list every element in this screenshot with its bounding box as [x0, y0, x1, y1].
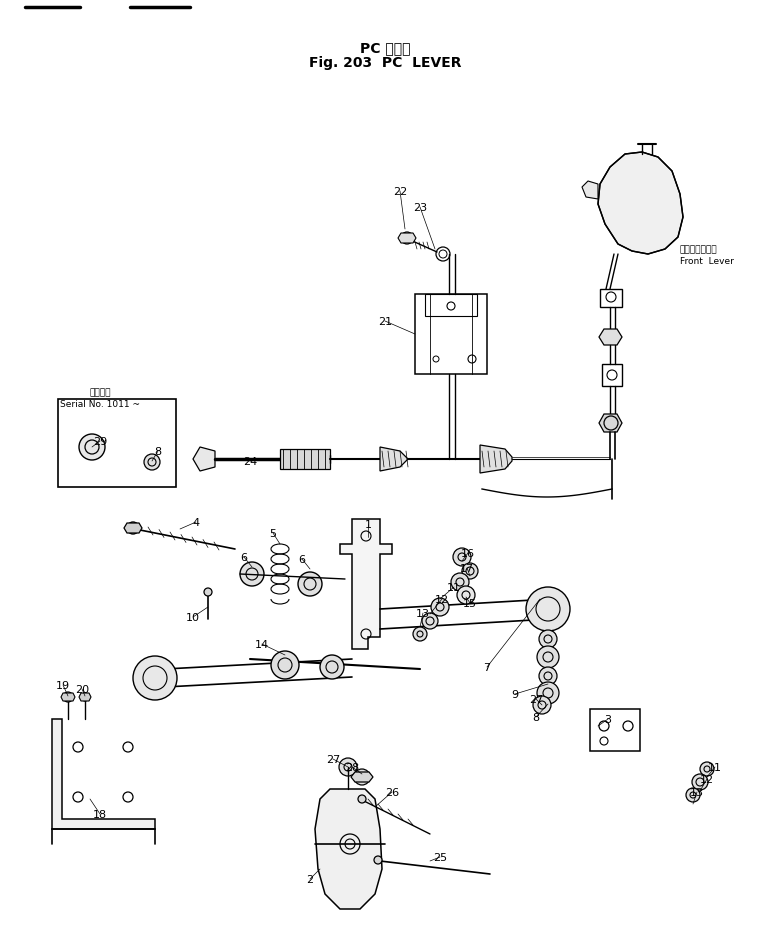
Text: 6: 6 — [299, 554, 306, 564]
Text: Fig. 203  PC  LEVER: Fig. 203 PC LEVER — [309, 56, 461, 70]
Text: 29: 29 — [93, 436, 107, 446]
Circle shape — [127, 522, 139, 534]
Polygon shape — [340, 519, 392, 650]
Text: 12: 12 — [700, 774, 714, 784]
Circle shape — [413, 627, 427, 641]
Text: 15: 15 — [463, 598, 477, 608]
Text: 22: 22 — [393, 187, 407, 197]
Text: 5: 5 — [270, 529, 276, 538]
Circle shape — [63, 693, 73, 702]
Circle shape — [526, 588, 570, 631]
Polygon shape — [380, 447, 408, 472]
Circle shape — [354, 769, 370, 785]
Polygon shape — [582, 182, 598, 199]
Bar — [602, 365, 622, 387]
Text: 8: 8 — [155, 446, 162, 457]
Circle shape — [339, 758, 357, 776]
Polygon shape — [398, 234, 416, 243]
Circle shape — [692, 774, 708, 790]
Text: 20: 20 — [75, 684, 89, 695]
Text: 16: 16 — [461, 548, 475, 559]
Text: 27: 27 — [529, 695, 543, 704]
Text: 4: 4 — [192, 518, 199, 528]
Text: 12: 12 — [435, 594, 449, 605]
Text: 21: 21 — [378, 316, 392, 327]
Polygon shape — [79, 694, 91, 701]
Bar — [590, 709, 640, 752]
Text: 7: 7 — [484, 663, 490, 672]
Text: 28: 28 — [345, 762, 359, 772]
Circle shape — [700, 762, 714, 776]
Circle shape — [144, 455, 160, 471]
Text: フロントレバー: フロントレバー — [680, 245, 718, 255]
Circle shape — [539, 630, 557, 649]
Text: 8: 8 — [532, 712, 540, 723]
Text: 6: 6 — [240, 552, 247, 563]
Text: 11: 11 — [447, 582, 461, 592]
Circle shape — [81, 694, 89, 701]
Circle shape — [686, 788, 700, 802]
Text: Serial No. 1011 ~: Serial No. 1011 ~ — [60, 400, 140, 409]
Circle shape — [457, 586, 475, 605]
Text: 1: 1 — [364, 519, 371, 530]
Polygon shape — [61, 694, 75, 701]
Text: 2: 2 — [306, 874, 313, 885]
Text: 27: 27 — [326, 754, 340, 764]
Text: 19: 19 — [56, 680, 70, 690]
Text: PC レバー: PC レバー — [360, 41, 410, 55]
Circle shape — [271, 651, 299, 680]
Text: 13: 13 — [690, 787, 704, 797]
Polygon shape — [598, 153, 683, 255]
Circle shape — [374, 856, 382, 864]
Bar — [600, 289, 622, 308]
Circle shape — [204, 589, 212, 596]
Circle shape — [451, 574, 469, 592]
Text: 10: 10 — [186, 612, 200, 622]
Text: 24: 24 — [243, 457, 257, 466]
Circle shape — [422, 613, 438, 629]
Text: 26: 26 — [385, 787, 399, 797]
Circle shape — [537, 682, 559, 704]
Polygon shape — [480, 446, 512, 474]
Polygon shape — [599, 329, 622, 345]
Circle shape — [462, 563, 478, 579]
Circle shape — [320, 655, 344, 680]
Circle shape — [298, 573, 322, 596]
Text: 17: 17 — [460, 563, 474, 574]
Polygon shape — [280, 449, 330, 470]
Polygon shape — [124, 523, 142, 534]
Bar — [425, 295, 477, 316]
Polygon shape — [193, 447, 215, 472]
Circle shape — [533, 696, 551, 714]
Circle shape — [240, 563, 264, 586]
Text: Front  Lever: Front Lever — [680, 257, 734, 266]
Circle shape — [539, 667, 557, 685]
Text: 25: 25 — [433, 852, 447, 862]
Polygon shape — [599, 415, 622, 432]
Text: 13: 13 — [416, 608, 430, 619]
Text: 9: 9 — [511, 689, 518, 699]
Circle shape — [133, 656, 177, 700]
Polygon shape — [315, 789, 382, 909]
Text: 18: 18 — [93, 809, 107, 819]
Text: 11: 11 — [708, 762, 722, 772]
Circle shape — [453, 548, 471, 566]
Circle shape — [537, 647, 559, 668]
Bar — [415, 295, 487, 374]
Bar — [58, 400, 176, 488]
Text: 適用号列: 適用号列 — [89, 388, 111, 397]
Polygon shape — [351, 772, 373, 782]
Text: 14: 14 — [255, 639, 269, 650]
Text: 3: 3 — [604, 714, 611, 724]
Circle shape — [358, 796, 366, 803]
Polygon shape — [52, 719, 155, 829]
Circle shape — [79, 434, 105, 461]
Circle shape — [431, 598, 449, 616]
Text: 23: 23 — [413, 203, 427, 212]
